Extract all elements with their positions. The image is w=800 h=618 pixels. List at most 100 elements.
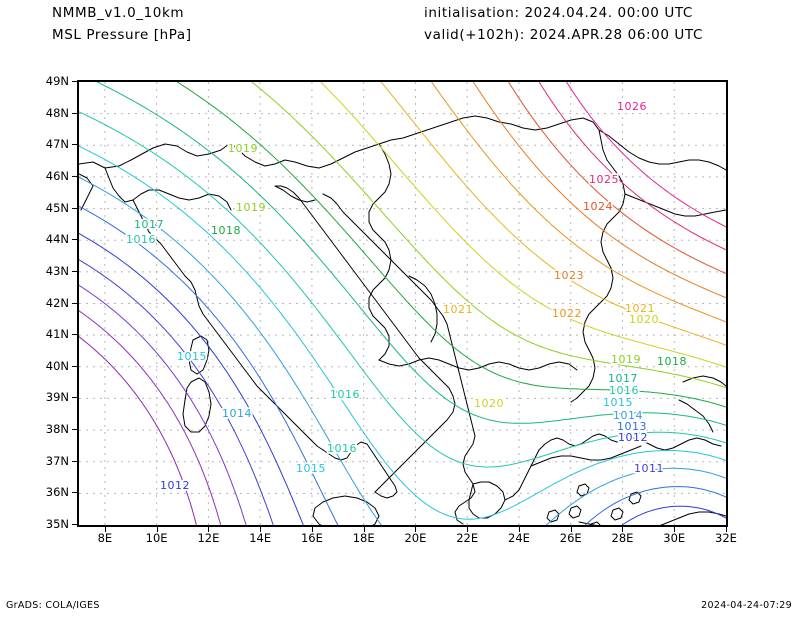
x-axis-tick-24E: 24E <box>508 531 530 545</box>
contour-label-halo: 1015 <box>177 350 207 363</box>
contour-label-halo: 1016 <box>327 442 357 455</box>
contour-line-1020 <box>320 82 726 368</box>
contour-line-1024 <box>508 82 726 274</box>
map-gridlines <box>79 82 726 525</box>
x-axis-tick-18E: 18E <box>352 531 375 545</box>
initialisation-label: initialisation: 2024.04.24. 00:00 UTC <box>424 5 693 21</box>
x-axis-tick-32E: 32E <box>715 531 737 545</box>
contour-label-halo: 1019 <box>228 142 258 155</box>
contour-label-halo: 1021 <box>625 302 655 315</box>
contour-label-1016: 1016 <box>330 388 360 401</box>
contour-label-1020: 1020 <box>629 313 659 326</box>
x-tick-mark <box>415 527 417 532</box>
contour-line-1016 <box>79 111 726 468</box>
y-axis-tick-49N: 49N <box>45 74 69 88</box>
contour-line-1015 <box>79 145 726 520</box>
x-tick-mark <box>622 527 624 532</box>
contour-line-1011 <box>79 259 274 525</box>
x-axis-tick-14E: 14E <box>249 531 272 545</box>
contour-line-1022 <box>431 82 726 323</box>
contour-label-1016: 1016 <box>126 233 156 246</box>
contour-label-halo: 1019 <box>611 353 641 366</box>
x-axis-tick-22E: 22E <box>456 531 479 545</box>
contour-label-halo: 1024 <box>583 200 613 213</box>
contour-label-halo: 1014 <box>222 407 252 420</box>
contour-label-halo: 1014 <box>613 409 643 422</box>
contour-label-1022: 1022 <box>552 307 582 320</box>
contour-label-1017: 1017 <box>608 372 638 385</box>
y-tick-mark <box>72 175 77 177</box>
x-tick-mark <box>674 527 676 532</box>
contour-label-halo: 1016 <box>609 384 639 397</box>
contour-line-1023 <box>472 82 726 299</box>
contour-label-halo: 1018 <box>211 224 241 237</box>
y-tick-mark <box>72 239 77 241</box>
x-tick-mark <box>570 527 572 532</box>
contour-line-1012 <box>79 233 304 525</box>
y-tick-mark <box>72 334 77 336</box>
contour-line-1018 <box>176 82 726 408</box>
contour-label-1021: 1021 <box>625 302 655 315</box>
y-tick-mark <box>72 207 77 209</box>
x-tick-mark <box>363 527 365 532</box>
contour-line-1008 <box>79 336 197 525</box>
x-axis-tick-16E: 16E <box>300 531 323 545</box>
contour-label-halo: 1017 <box>608 372 638 385</box>
contour-label-halo: 1020 <box>474 397 504 410</box>
coastline-border-layer <box>79 115 726 525</box>
y-axis-tick-44N: 44N <box>45 232 69 247</box>
x-axis-tick-8E: 8E <box>97 531 113 545</box>
contour-label-1016: 1016 <box>327 442 357 455</box>
y-axis-tick-37N: 37N <box>45 453 69 468</box>
x-axis-tick-20E: 20E <box>404 531 427 545</box>
contour-label-1019: 1019 <box>236 201 266 214</box>
contour-label-1021: 1021 <box>443 303 473 316</box>
contour-label-1015: 1015 <box>177 350 207 363</box>
y-axis-tick-42N: 42N <box>45 295 69 310</box>
contour-label-halo: 1015 <box>296 462 326 475</box>
x-tick-mark <box>467 527 469 532</box>
contour-label-halo: 1012 <box>618 431 648 444</box>
contour-line-1009 <box>79 310 222 525</box>
y-tick-mark <box>72 81 77 82</box>
contour-label-1014: 1014 <box>222 407 252 420</box>
y-axis-tick-41N: 41N <box>45 327 69 342</box>
y-axis-tick-38N: 38N <box>45 422 69 437</box>
contour-label-halo: 1016 <box>330 388 360 401</box>
contour-label-1018: 1018 <box>657 355 687 368</box>
contour-line-1013 <box>79 205 339 525</box>
x-tick-mark <box>260 527 262 532</box>
y-tick-mark <box>72 365 77 367</box>
y-tick-mark <box>72 144 77 146</box>
contour-line-1010 <box>79 284 247 525</box>
contour-label-halo: 1018 <box>657 355 687 368</box>
contour-label-1023: 1023 <box>554 269 584 282</box>
contour-line-1014 <box>546 467 726 525</box>
contour-label-halo: 1019 <box>236 201 266 214</box>
x-axis-tick-26E: 26E <box>559 531 582 545</box>
contour-label-1020: 1020 <box>474 397 504 410</box>
contour-label-1024: 1024 <box>583 200 613 213</box>
contour-label-1015: 1015 <box>296 462 326 475</box>
model-name-label: NMMB_v1.0_10km <box>52 5 185 21</box>
valid-time-label: valid(+102h): 2024.APR.28 06:00 UTC <box>424 27 703 43</box>
contour-label-halo: 1012 <box>160 479 190 492</box>
contour-label-halo: 1011 <box>634 462 664 475</box>
y-axis-tick-47N: 47N <box>45 137 69 152</box>
x-tick-mark <box>208 527 210 532</box>
contour-map-plot: 1026 1026 1025 1025 1024 1024 1023 1023 1022 1022… <box>77 80 728 527</box>
generated-timestamp: 2024-04-24-07:29 <box>701 600 792 611</box>
contour-label-1016: 1016 <box>609 384 639 397</box>
y-axis-tick-43N: 43N <box>45 263 69 278</box>
x-tick-mark <box>518 527 520 532</box>
y-tick-mark <box>72 429 77 431</box>
contour-label-1019: 1019 <box>228 142 258 155</box>
contour-label-halo: 1015 <box>603 396 633 409</box>
y-axis-tick-45N: 45N <box>45 200 69 215</box>
contour-label-1015: 1015 <box>603 396 633 409</box>
x-axis-tick-12E: 12E <box>197 531 220 545</box>
x-axis-tick-30E: 30E <box>663 531 686 545</box>
contour-line-1026 <box>566 82 726 228</box>
y-axis-tick-36N: 36N <box>45 485 69 500</box>
